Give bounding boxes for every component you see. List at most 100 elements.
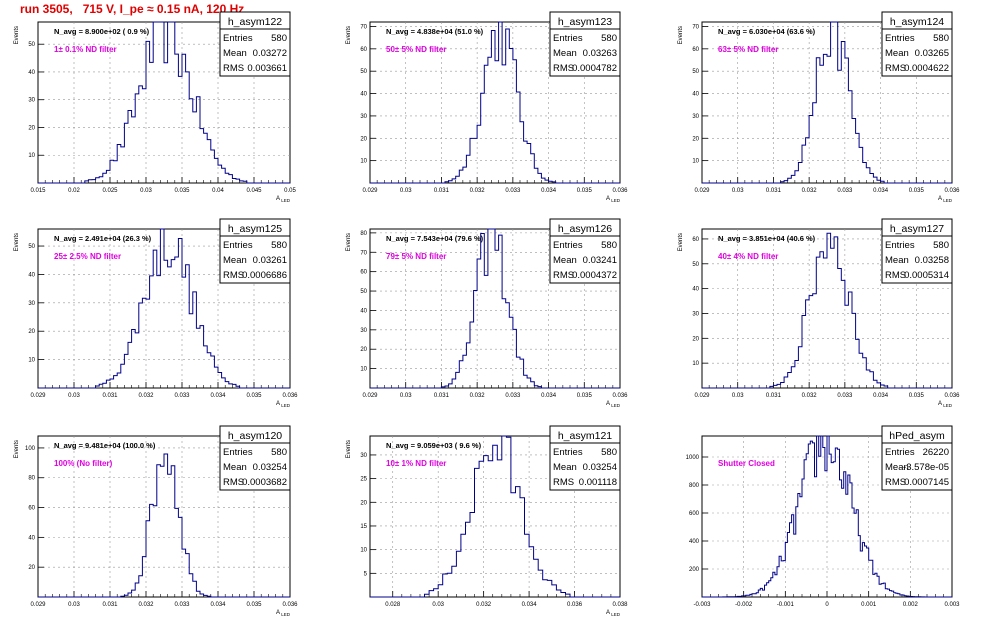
stats-value: 0.0003682 [242, 477, 287, 488]
panel-h_asym123: 0.029 0.03 0.031 0.032 0.033 0.034 0.035 0.036 1… [346, 11, 628, 203]
x-tick-label: 0.034 [541, 188, 557, 194]
stats-label: Mean [223, 255, 247, 266]
stats-box: h_asym121 Entries 580 Mean 0.03254 RMS 0.00111… [549, 425, 621, 491]
stats-label: Mean [885, 462, 909, 473]
stats-box-frame [219, 11, 291, 77]
stats-box-frame [219, 425, 291, 491]
stats-box-frame [881, 11, 953, 77]
stats-value: 0.03254 [253, 462, 287, 473]
x-axis-title: A LED [938, 196, 953, 203]
stats-label: Mean [223, 462, 247, 473]
y-tick-label: 30 [692, 311, 699, 317]
histogram-line [370, 435, 620, 598]
x-tick-label: 0.028 [385, 602, 401, 608]
x-tick-label: 0.036 [612, 188, 628, 194]
stats-box-title: h_asym122 [228, 16, 282, 28]
stats-value: 0.0004622 [904, 63, 949, 74]
x-axis-title: A LED [606, 401, 621, 408]
x-tick-label: 0.035 [909, 188, 925, 194]
x-tick-label: 0.045 [246, 188, 262, 194]
stats-value: -3.578e-05 [903, 462, 949, 473]
y-tick-label: 20 [28, 125, 35, 131]
x-tick-label: 0.029 [362, 393, 378, 399]
histogram-line [38, 453, 290, 598]
y-tick-label: 20 [360, 500, 367, 506]
stats-value: 0.03272 [253, 48, 287, 59]
stats-value: 580 [601, 447, 617, 458]
stats-label: Mean [223, 48, 247, 59]
x-tick-label: 0.033 [174, 602, 190, 608]
stats-label: Entries [553, 447, 583, 458]
panel-h_asym125: 0.029 0.03 0.031 0.032 0.033 0.034 0.035 0.036 1… [14, 218, 298, 408]
stats-label: Mean [553, 255, 577, 266]
x-tick-label: -0.002 [735, 602, 753, 608]
x-tick-label: -0.001 [777, 602, 795, 608]
histogram-line [38, 21, 290, 184]
filter-label: 10± 1% ND filter [386, 459, 446, 468]
stats-value: 580 [933, 33, 949, 44]
navg-annotation: N_avg = 8.900e+02 ( 0.9 %) [54, 27, 150, 36]
y-tick-label: 50 [28, 42, 35, 48]
x-tick-label: 0.032 [138, 602, 154, 608]
stats-value: 580 [271, 447, 287, 458]
stats-value: 0.0004782 [572, 63, 617, 74]
x-axis-title: A LED [606, 610, 621, 617]
stats-label: Entries [553, 33, 583, 44]
filter-label: 1± 0.1% ND filter [54, 45, 117, 54]
x-tick-label: 0.034 [873, 188, 889, 194]
y-tick-label: 40 [692, 92, 699, 98]
x-tick-label: 0.033 [837, 393, 853, 399]
histogram-line [370, 228, 620, 389]
x-tick-label: 0.05 [284, 188, 296, 194]
y-tick-label: 600 [689, 511, 700, 517]
stats-label: Entries [885, 240, 915, 251]
y-tick-label: 70 [692, 24, 699, 30]
x-tick-label: 0.036 [944, 188, 960, 194]
stats-box: h_asym120 Entries 580 Mean 0.03254 RMS0.00036… [219, 425, 291, 491]
x-tick-label: 0.034 [541, 393, 557, 399]
x-tick-label: 0.03 [68, 602, 80, 608]
x-tick-label: 0.035 [246, 602, 262, 608]
stats-label: RMS [885, 63, 906, 74]
stats-value: 0.0004372 [572, 270, 617, 281]
stats-box: h_asym127 Entries 580 Mean 0.03258 RMS0.00053… [881, 218, 953, 284]
stats-value: 580 [271, 240, 287, 251]
y-tick-label: 10 [692, 159, 699, 165]
x-tick-label: 0.035 [577, 393, 593, 399]
y-tick-label: 40 [28, 272, 35, 278]
panel-hPed_asym: -0.003 -0.002 -0.001 0 0.001 0.002 0.003 200 400… [686, 425, 960, 608]
panel-h_asym120: 0.029 0.03 0.031 0.032 0.033 0.034 0.035 0.036 2… [14, 425, 298, 617]
stats-label: Entries [553, 240, 583, 251]
navg-annotation: N_avg = 3.851e+04 (40.6 %) [718, 234, 816, 243]
navg-annotation: N_avg = 4.838e+04 (51.0 %) [386, 27, 484, 36]
stats-label: RMS [223, 270, 244, 281]
x-tick-label: 0.025 [102, 188, 118, 194]
histogram-line [702, 435, 952, 598]
stats-box: hPed_asym Entries 26220 Mean-3.578e-05 RMS0.… [881, 425, 953, 491]
x-tick-label: 0.001 [861, 602, 877, 608]
y-tick-label: 10 [692, 361, 699, 367]
stats-box-title: h_asym121 [558, 430, 612, 442]
stats-box: h_asym125 Entries 580 Mean 0.03261 RMS0.00066… [219, 218, 291, 284]
x-tick-label: 0.032 [470, 393, 486, 399]
y-tick-label: 30 [692, 114, 699, 120]
stats-label: RMS [885, 270, 906, 281]
stats-box: h_asym122 Entries 580 Mean 0.03272 RMS 0.00366… [219, 11, 291, 77]
stats-box-title: h_asym127 [890, 223, 944, 235]
filter-label: 79± 5% ND filter [386, 252, 446, 261]
stats-box-frame [549, 11, 621, 77]
x-tick-label: 0.032 [802, 188, 818, 194]
panel-h_asym127: 0.029 0.03 0.031 0.032 0.033 0.034 0.035 0.036 1… [678, 218, 960, 408]
stats-value: 580 [933, 240, 949, 251]
y-tick-label: 10 [28, 153, 35, 159]
y-tick-label: 400 [689, 539, 700, 545]
stats-box-title: h_asym124 [890, 16, 944, 28]
x-tick-label: 0.031 [102, 602, 118, 608]
y-axis-title: Events [14, 26, 20, 44]
navg-annotation: N_avg = 6.030e+04 (63.6 %) [718, 27, 816, 36]
y-tick-label: 20 [28, 565, 35, 571]
y-tick-label: 40 [360, 308, 367, 314]
x-tick-label: 0.03 [400, 188, 412, 194]
stats-label: Entries [885, 447, 915, 458]
y-tick-label: 40 [28, 70, 35, 76]
